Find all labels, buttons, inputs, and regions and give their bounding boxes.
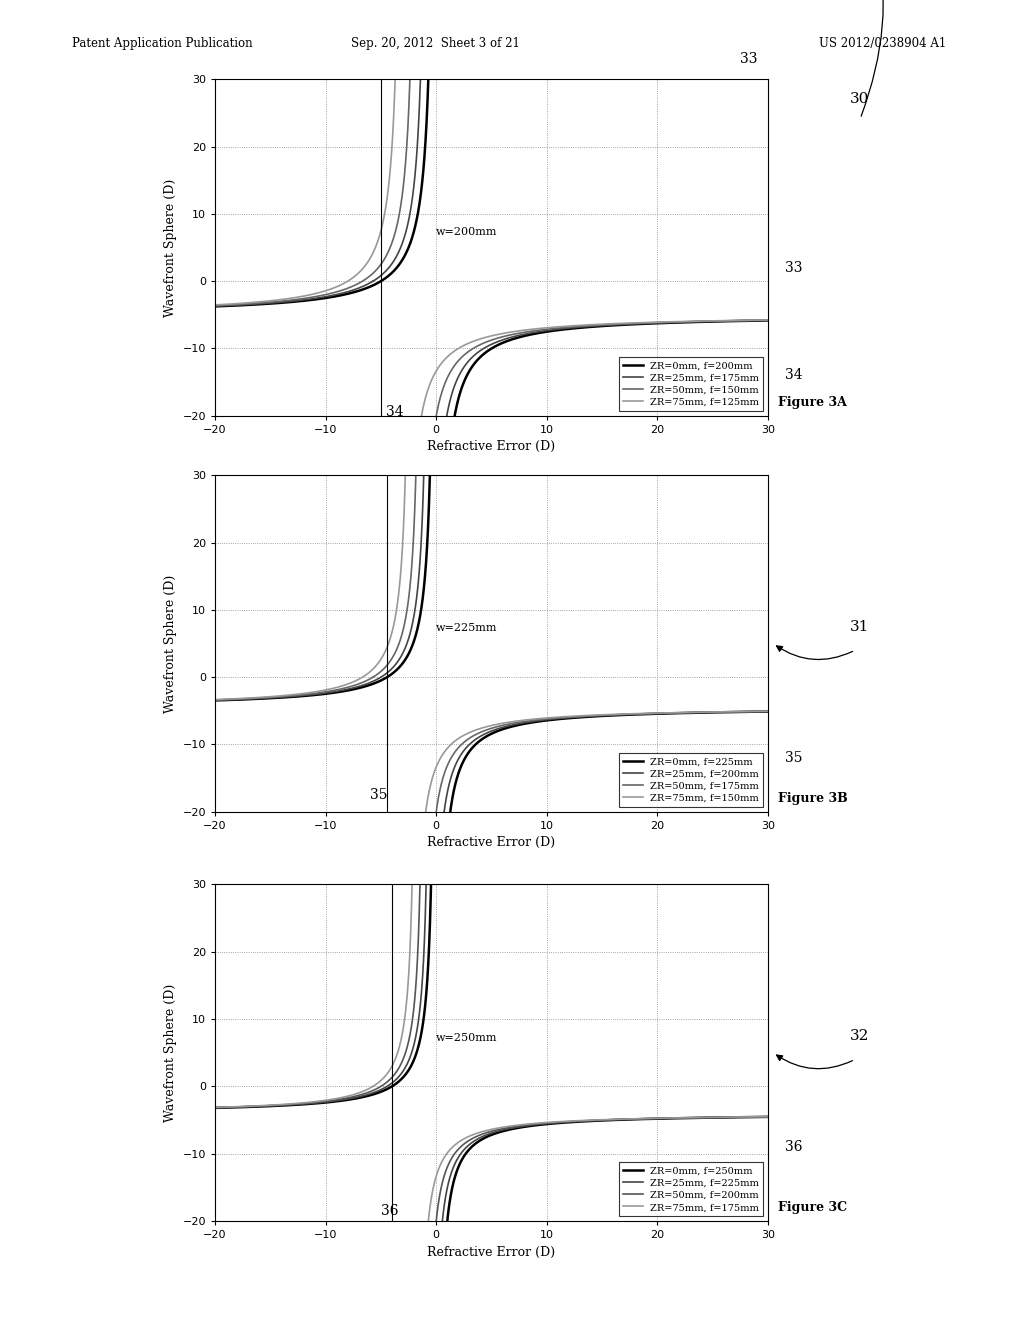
- Text: 35: 35: [784, 751, 802, 766]
- Text: 36: 36: [381, 1204, 398, 1218]
- Text: Sep. 20, 2012  Sheet 3 of 21: Sep. 20, 2012 Sheet 3 of 21: [351, 37, 519, 50]
- Text: 36: 36: [784, 1140, 802, 1154]
- Y-axis label: Wavefront Sphere (D): Wavefront Sphere (D): [164, 178, 177, 317]
- Text: 33: 33: [740, 51, 758, 66]
- Text: w=200mm: w=200mm: [436, 227, 498, 238]
- Text: 34: 34: [386, 405, 404, 420]
- FancyArrowPatch shape: [776, 645, 853, 660]
- Text: 34: 34: [784, 368, 802, 383]
- X-axis label: Refractive Error (D): Refractive Error (D): [427, 1246, 556, 1258]
- Legend: ZR=0mm, f=225mm, ZR=25mm, f=200mm, ZR=50mm, f=175mm, ZR=75mm, f=150mm: ZR=0mm, f=225mm, ZR=25mm, f=200mm, ZR=50…: [620, 754, 763, 807]
- Text: US 2012/0238904 A1: US 2012/0238904 A1: [819, 37, 946, 50]
- FancyArrowPatch shape: [776, 1055, 853, 1069]
- FancyArrowPatch shape: [781, 0, 884, 116]
- Text: w=225mm: w=225mm: [436, 623, 498, 634]
- Text: 33: 33: [784, 260, 802, 275]
- Text: w=250mm: w=250mm: [436, 1032, 498, 1043]
- Text: 32: 32: [850, 1028, 869, 1043]
- Y-axis label: Wavefront Sphere (D): Wavefront Sphere (D): [164, 983, 177, 1122]
- Text: 31: 31: [850, 619, 869, 634]
- X-axis label: Refractive Error (D): Refractive Error (D): [427, 837, 556, 849]
- X-axis label: Refractive Error (D): Refractive Error (D): [427, 441, 556, 453]
- Text: Figure 3A: Figure 3A: [778, 396, 847, 409]
- Y-axis label: Wavefront Sphere (D): Wavefront Sphere (D): [164, 574, 177, 713]
- Text: 35: 35: [370, 788, 387, 803]
- Legend: ZR=0mm, f=200mm, ZR=25mm, f=175mm, ZR=50mm, f=150mm, ZR=75mm, f=125mm: ZR=0mm, f=200mm, ZR=25mm, f=175mm, ZR=50…: [620, 358, 763, 411]
- Text: Patent Application Publication: Patent Application Publication: [72, 37, 252, 50]
- Legend: ZR=0mm, f=250mm, ZR=25mm, f=225mm, ZR=50mm, f=200mm, ZR=75mm, f=175mm: ZR=0mm, f=250mm, ZR=25mm, f=225mm, ZR=50…: [620, 1163, 763, 1216]
- Text: 30: 30: [850, 92, 869, 107]
- Text: Figure 3B: Figure 3B: [778, 792, 848, 805]
- Text: Figure 3C: Figure 3C: [778, 1201, 848, 1214]
